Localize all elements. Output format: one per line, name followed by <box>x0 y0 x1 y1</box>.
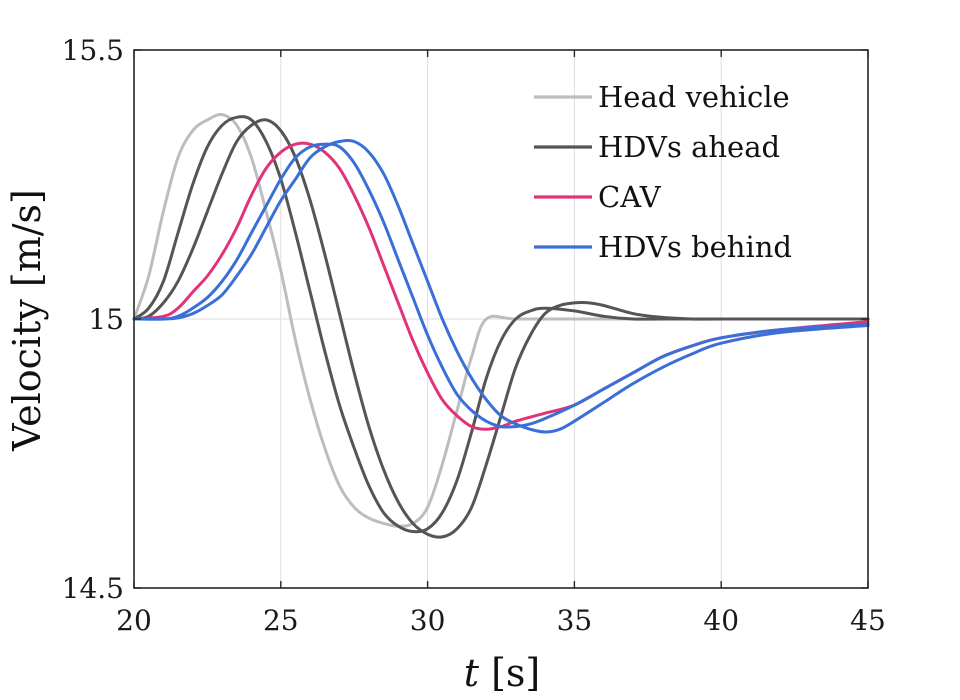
y-tick-label: 14.5 <box>62 572 124 605</box>
series-lines <box>132 112 870 539</box>
legend-label-hdvs-behind: HDVs behind <box>598 230 792 264</box>
y-tick-label: 15.5 <box>62 34 124 67</box>
x-tick-label: 45 <box>850 604 886 637</box>
x-axis-title: t [s] <box>464 651 540 695</box>
y-tick-label: 15 <box>88 303 124 336</box>
legend-label-hdvs-ahead: HDVs ahead <box>598 130 780 164</box>
x-axis-variable: t <box>464 651 480 695</box>
x-tick-label: 40 <box>703 604 739 637</box>
x-tick-label: 20 <box>116 604 152 637</box>
series-line-hdvs-ahead <box>132 118 870 539</box>
x-tick-label: 25 <box>263 604 299 637</box>
legend-label-head-vehicle: Head vehicle <box>598 80 790 114</box>
x-axis-unit: [s] <box>491 651 540 695</box>
x-tick-label: 30 <box>410 604 446 637</box>
legend: Head vehicle HDVs ahead CAV HDVs behind <box>534 80 792 264</box>
y-axis-title: Velocity [m/s] <box>5 189 49 452</box>
series-line-head-vehicle <box>132 112 870 528</box>
series-line-hdvs-behind <box>132 138 870 434</box>
axis-ticks: 20 25 30 35 40 45 14.5 15 15.5 <box>62 34 886 637</box>
series-line-hdvs-ahead <box>132 115 870 534</box>
x-tick-label: 35 <box>557 604 593 637</box>
legend-label-cav: CAV <box>598 180 662 214</box>
series-line-hdvs-behind <box>132 142 870 429</box>
